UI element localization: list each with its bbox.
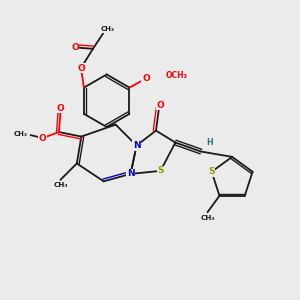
Text: O: O (56, 104, 64, 113)
Text: N: N (133, 141, 140, 150)
Text: CH₃: CH₃ (200, 214, 215, 220)
Text: CH₃: CH₃ (101, 26, 115, 32)
Text: N: N (127, 169, 134, 178)
Text: O: O (157, 101, 164, 110)
Text: CH₃: CH₃ (14, 130, 28, 136)
Text: CH₃: CH₃ (53, 182, 68, 188)
Text: O: O (142, 74, 150, 83)
Text: S: S (157, 167, 164, 176)
Text: S: S (208, 167, 215, 176)
Text: O: O (77, 64, 85, 73)
Text: H: H (206, 138, 213, 147)
Text: O: O (71, 43, 79, 52)
Text: OCH₃: OCH₃ (165, 71, 187, 80)
Text: O: O (39, 134, 46, 142)
